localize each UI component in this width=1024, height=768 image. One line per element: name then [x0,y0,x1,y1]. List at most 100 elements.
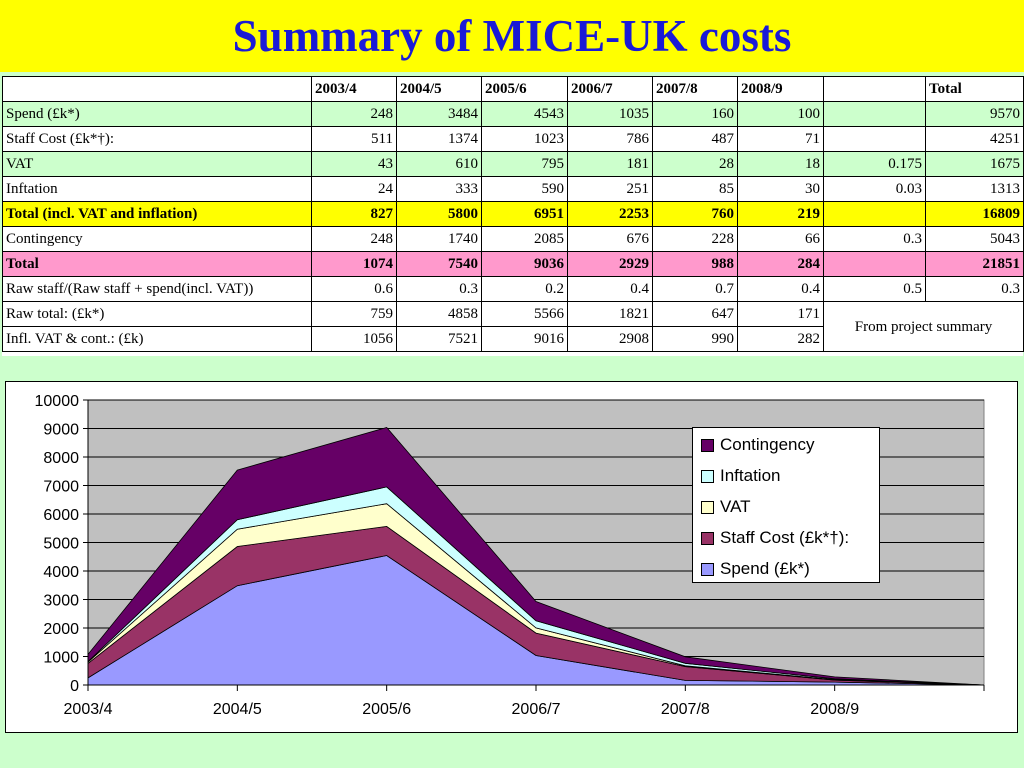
table-row: Inftation 24 333 590 251 85 30 0.03 1313 [2,176,1024,202]
rate-cell [823,101,926,127]
table-cell: 0.3 [396,276,482,302]
legend-swatch [701,531,714,545]
table-cell: 71 [737,126,824,152]
table-cell: 7540 [396,251,482,277]
legend-label: Contingency [720,435,815,454]
table-cell: 2253 [567,201,653,227]
legend-label: Inftation [720,466,781,485]
legend-item: Spend (£k*) [701,558,810,580]
legend-swatch [701,469,714,483]
rate-cell: 0.3 [823,226,926,252]
cost-table: 2003/4 2004/5 2005/6 2006/7 2007/8 2008/9 Tota… [2,76,1024,352]
row-label: VAT [2,151,312,177]
table-cell: 43 [311,151,397,177]
table-cell: 1740 [396,226,482,252]
y-tick-label: 1000 [43,650,79,667]
x-tick-label: 2007/8 [661,701,710,718]
table-cell: 1056 [311,326,397,352]
table-cell: 228 [652,226,738,252]
table-cell: 6951 [481,201,568,227]
summary-row: Infl. VAT & cont.: (£k) 1056 7521 9016 2908 9… [2,326,1024,352]
legend-swatch [701,438,714,452]
legend-swatch [701,562,714,576]
row-label: Infl. VAT & cont.: (£k) [2,326,312,352]
y-tick-label: 10000 [35,393,80,410]
column-header [2,76,312,102]
table-cell: 5566 [481,301,568,327]
table-cell: 2085 [481,226,568,252]
table-row: VAT 43 610 795 181 28 18 0.175 1675 [2,151,1024,177]
x-tick-label: 2005/6 [362,701,411,718]
row-label: Raw staff/(Raw staff + spend(incl. VAT)) [2,276,312,302]
column-header: 2003/4 [311,76,397,102]
table-cell: 219 [737,201,824,227]
legend-label: Staff Cost (£k*†): [720,528,850,547]
table-cell: 28 [652,151,738,177]
y-tick-label: 0 [70,678,79,695]
total-cell: 21851 [925,251,1024,277]
table-cell: 3484 [396,101,482,127]
cost-table-container: 2003/4 2004/5 2005/6 2006/7 2007/8 2008/9 Tota… [2,76,1024,356]
legend-item: Inftation [701,465,781,487]
x-tick-label: 2004/5 [213,701,262,718]
table-cell: 647 [652,301,738,327]
column-header: 2006/7 [567,76,653,102]
table-cell: 590 [481,176,568,202]
row-label: Inftation [2,176,312,202]
total-cell: 4251 [925,126,1024,152]
table-cell: 487 [652,126,738,152]
summary-note: From project summary [823,301,1024,352]
column-header: 2005/6 [481,76,568,102]
table-cell: 827 [311,201,397,227]
table-cell: 4543 [481,101,568,127]
x-tick-label: 2006/7 [512,701,561,718]
table-cell: 511 [311,126,397,152]
table-cell: 284 [737,251,824,277]
table-cell: 4858 [396,301,482,327]
table-cell: 160 [652,101,738,127]
legend-label: VAT [720,497,751,516]
table-row: Raw staff/(Raw staff + spend(incl. VAT))… [2,276,1024,302]
table-cell: 5800 [396,201,482,227]
table-cell: 786 [567,126,653,152]
row-label: Spend (£k*) [2,101,312,127]
table-cell: 181 [567,151,653,177]
area-series [87,427,985,686]
y-tick-label: 6000 [43,507,79,524]
total-cell: 16809 [925,201,1024,227]
y-tick-label: 4000 [43,564,79,581]
table-row: Total (incl. VAT and inflation) 827 5800 69… [2,201,1024,227]
table-cell: 171 [737,301,824,327]
table-cell: 7521 [396,326,482,352]
table-cell: 0.7 [652,276,738,302]
total-cell: 1313 [925,176,1024,202]
column-header: 2007/8 [652,76,738,102]
table-cell: 282 [737,326,824,352]
column-header: 2004/5 [396,76,482,102]
table-cell: 251 [567,176,653,202]
legend-label: Spend (£k*) [720,559,810,578]
table-cell: 759 [311,301,397,327]
table-row: Total 1074 7540 9036 2929 988 284 21851 [2,251,1024,277]
y-tick-label: 9000 [43,422,79,439]
table-cell: 2908 [567,326,653,352]
chart-area: 0 1000 2000 3000 4000 5000 6000 7000 8000 9000 100… [5,381,1018,733]
total-cell: 1675 [925,151,1024,177]
table-row: Contingency 248 1740 2085 676 228 66 0.3 5043 [2,226,1024,252]
table-row: Spend (£k*) 248 3484 4543 1035 160 100 9570 [2,101,1024,127]
table-cell: 9036 [481,251,568,277]
table-cell: 795 [481,151,568,177]
legend-item: VAT [701,496,751,518]
rate-cell: 0.03 [823,176,926,202]
x-tick-label: 2008/9 [810,701,859,718]
rate-cell [823,201,926,227]
y-tick-label: 5000 [43,536,79,553]
table-cell: 1074 [311,251,397,277]
legend-item: Contingency [701,434,815,456]
table-cell: 9016 [481,326,568,352]
y-tick-label: 3000 [43,593,79,610]
table-cell: 990 [652,326,738,352]
table-cell: 0.4 [567,276,653,302]
table-cell: 0.6 [311,276,397,302]
table-cell: 248 [311,101,397,127]
